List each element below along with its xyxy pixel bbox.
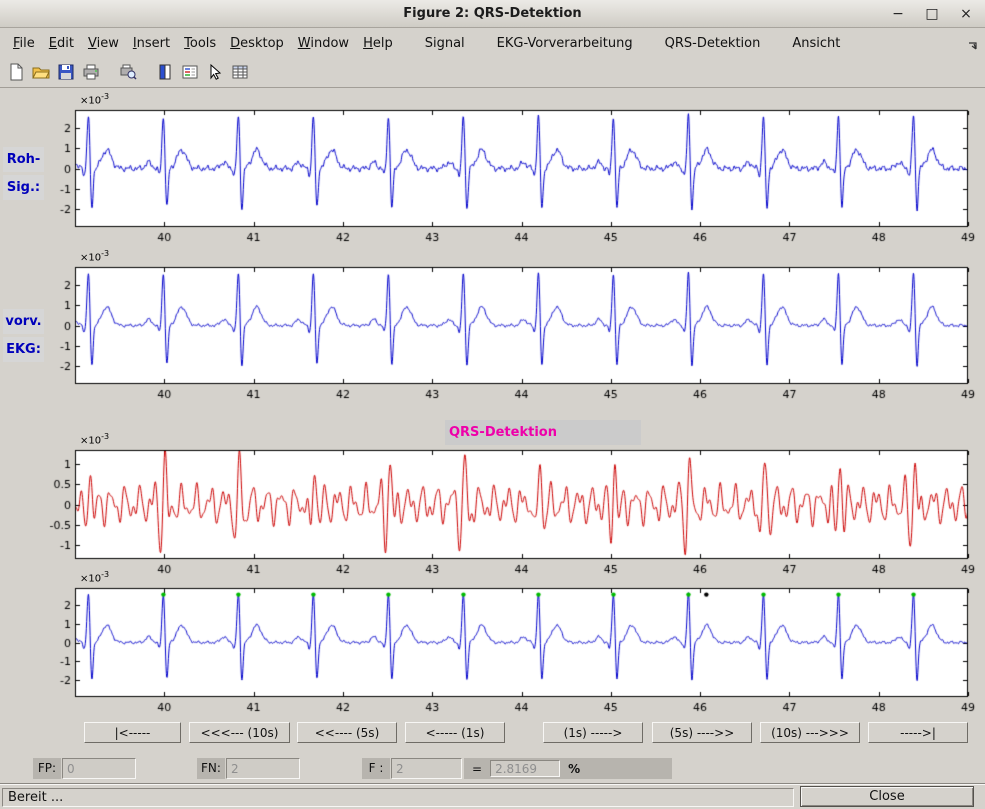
qrs-detektion-title: QRS-Detektion <box>445 420 641 445</box>
insert-legend-icon[interactable] <box>178 60 202 84</box>
menu-overflow-icon[interactable] <box>967 37 979 56</box>
new-file-icon[interactable] <box>4 60 28 84</box>
percent-sign: % <box>568 761 581 776</box>
y-axis-exponent: ×10-3 <box>80 570 110 585</box>
fn-label: FN: <box>197 758 225 779</box>
nav-jump-end-button[interactable]: ----->| <box>868 722 968 743</box>
menu-view[interactable]: View <box>87 35 119 51</box>
open-file-icon[interactable] <box>29 60 53 84</box>
equals-sign: = <box>472 761 483 776</box>
fp-input[interactable] <box>62 758 136 779</box>
menu-window[interactable]: Window <box>297 35 350 51</box>
fp-label: FP: <box>33 758 61 779</box>
insert-colorbar-icon[interactable] <box>153 60 177 84</box>
status-text: Bereit ... <box>8 790 64 805</box>
print-preview-icon[interactable] <box>116 60 140 84</box>
y-axis-exponent: ×10-3 <box>80 432 110 447</box>
print-figure-icon[interactable] <box>79 60 103 84</box>
menu-qrs-detektion[interactable]: QRS-Detektion <box>664 35 761 51</box>
close-window-button[interactable]: × <box>960 5 972 22</box>
menu-ekg-vorverarbeitung[interactable]: EKG-Vorverarbeitung <box>496 35 633 51</box>
result-input[interactable] <box>490 760 561 777</box>
menu-file[interactable]: File <box>13 35 35 51</box>
menu-ansicht[interactable]: Ansicht <box>792 35 841 51</box>
window-controls: − □ × <box>885 2 979 25</box>
save-figure-icon[interactable] <box>54 60 78 84</box>
menu-signal[interactable]: Signal <box>424 35 465 51</box>
preprocessed-label-line2: EKG: <box>3 337 44 362</box>
result-panel: = % <box>464 758 672 779</box>
statusbar: Bereit ... <box>0 784 985 809</box>
close-button[interactable]: Close <box>800 786 974 807</box>
preprocessed-label-line1: vorv. <box>3 309 44 334</box>
menu-tools[interactable]: Tools <box>184 35 217 51</box>
nav-back-10s-button[interactable]: <<<--- (10s) <box>189 722 290 743</box>
window-title: Figure 2: QRS-Detektion <box>403 6 582 21</box>
toolbar-separator <box>104 60 116 84</box>
menu-help[interactable]: Help <box>363 35 393 51</box>
raw-signal-label-line2: Sig.: <box>3 175 44 200</box>
titlebar[interactable]: Figure 2: QRS-Detektion − □ × <box>0 0 985 28</box>
status-message-panel: Bereit ... <box>2 788 794 807</box>
y-axis-exponent: ×10-3 <box>80 249 110 264</box>
toolbar-separator <box>141 60 153 84</box>
f-input[interactable] <box>391 758 462 779</box>
y-axis-exponent: ×10-3 <box>80 92 110 107</box>
f-label: F : <box>362 758 390 779</box>
fn-input[interactable] <box>226 758 300 779</box>
nav-forward-10s-button[interactable]: (10s) --->>> <box>760 722 860 743</box>
nav-back-5s-button[interactable]: <<---- (5s) <box>297 722 397 743</box>
raw-signal-label-line1: Roh- <box>3 147 44 172</box>
qrs-filtered-plot <box>35 446 976 577</box>
detection-plot <box>35 584 976 715</box>
nav-jump-start-button[interactable]: |<----- <box>84 722 181 743</box>
toolbar <box>0 57 985 88</box>
minimize-button[interactable]: − <box>892 5 904 22</box>
menubar: File Edit View Insert Tools Desktop Wind… <box>0 29 985 57</box>
menu-desktop[interactable]: Desktop <box>230 35 284 51</box>
raw-signal-plot <box>35 106 976 245</box>
data-table-icon[interactable] <box>228 60 252 84</box>
preprocessed-ekg-plot <box>35 263 976 402</box>
nav-forward-1s-button[interactable]: (1s) -----> <box>543 722 643 743</box>
edit-plot-icon[interactable] <box>203 60 227 84</box>
maximize-button[interactable]: □ <box>925 5 939 22</box>
nav-forward-5s-button[interactable]: (5s) ---->> <box>652 722 752 743</box>
menu-edit[interactable]: Edit <box>48 35 74 51</box>
menu-insert[interactable]: Insert <box>132 35 171 51</box>
nav-back-1s-button[interactable]: <----- (1s) <box>405 722 505 743</box>
